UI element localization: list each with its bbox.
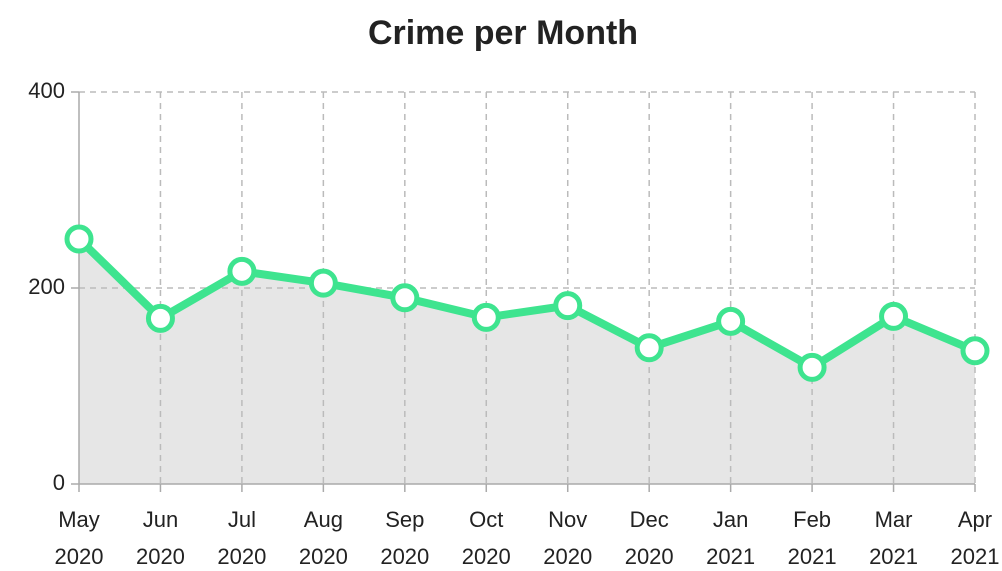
x-tick-label: Jun 2020 — [136, 507, 185, 569]
chart-title: Crime per Month — [368, 14, 638, 52]
x-tick-label: Aug 2020 — [299, 507, 348, 569]
x-tick-label: Apr 2021 — [951, 507, 1000, 569]
point — [960, 336, 990, 366]
point — [634, 333, 664, 363]
y-tick-label: 200 — [28, 274, 65, 299]
point — [471, 302, 501, 332]
point — [390, 283, 420, 313]
point — [553, 291, 583, 321]
point — [64, 224, 94, 254]
x-tick-label: Jul 2020 — [217, 507, 266, 569]
x-tick-label: Nov 2020 — [543, 507, 592, 569]
x-tick-label: May 2020 — [55, 507, 104, 569]
x-tick-label: Mar 2021 — [869, 507, 918, 569]
point — [145, 303, 175, 333]
x-tick-label: Oct 2020 — [462, 507, 511, 569]
area — [79, 239, 975, 484]
x-tick-label: Jan 2021 — [706, 507, 755, 569]
x-tick-label: Sep 2020 — [380, 507, 429, 569]
y-tick-label: 400 — [28, 78, 65, 103]
point — [716, 306, 746, 336]
point — [227, 256, 257, 286]
x-tick-label: Dec 2020 — [625, 507, 674, 569]
point — [879, 301, 909, 331]
x-tick-label: Feb 2021 — [788, 507, 837, 569]
y-tick-label: 0 — [53, 470, 65, 495]
line — [76, 236, 977, 372]
point — [308, 268, 338, 298]
point — [797, 352, 827, 382]
